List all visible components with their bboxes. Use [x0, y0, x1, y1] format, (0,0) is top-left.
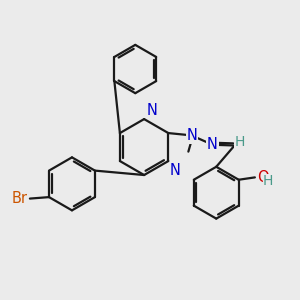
Text: H: H — [263, 174, 273, 188]
Text: H: H — [235, 135, 245, 149]
Text: N: N — [170, 164, 181, 178]
Text: N: N — [187, 128, 197, 143]
Text: Br: Br — [11, 191, 28, 206]
Text: O: O — [257, 170, 269, 185]
Text: N: N — [146, 103, 157, 118]
Text: N: N — [207, 137, 218, 152]
